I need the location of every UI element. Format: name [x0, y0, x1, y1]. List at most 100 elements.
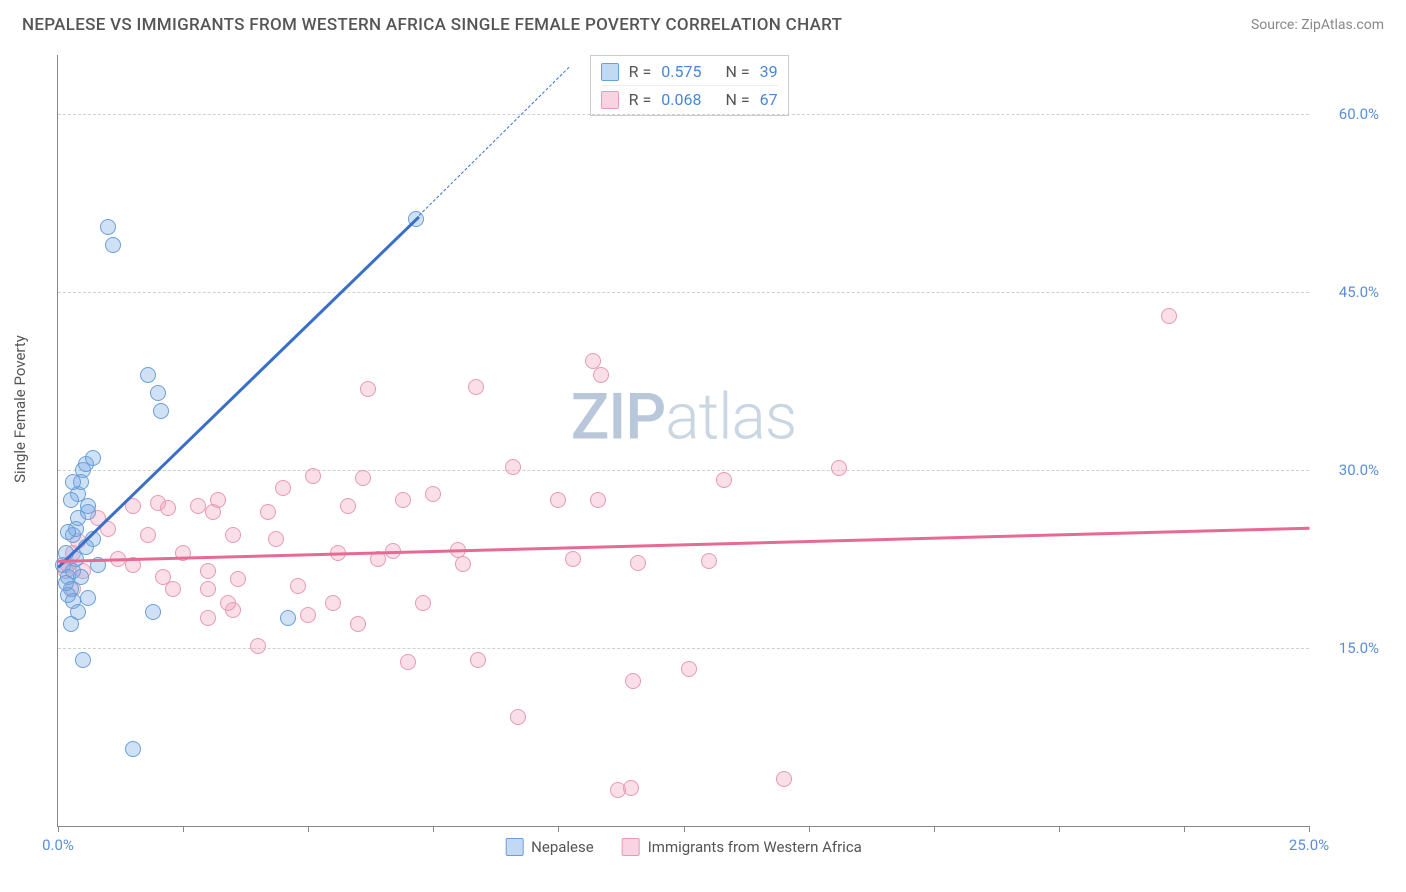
- x-tick: [1309, 826, 1310, 832]
- x-tick: [684, 826, 685, 832]
- source-label: Source: ZipAtlas.com: [1251, 17, 1384, 33]
- scatter-point-blue: [280, 610, 296, 626]
- scatter-point-blue: [65, 474, 81, 490]
- correlation-info-box: R = 0.575 N = 39 R = 0.068 N = 67: [590, 55, 789, 116]
- scatter-point-pink: [290, 578, 306, 594]
- swatch-pink-icon: [601, 91, 619, 109]
- scatter-point-pink: [140, 527, 156, 543]
- n-value-pink: 67: [760, 90, 778, 109]
- y-tick-label: 45.0%: [1319, 283, 1379, 301]
- scatter-point-pink: [200, 563, 216, 579]
- gridline-h: [58, 648, 1309, 649]
- scatter-point-pink: [550, 492, 566, 508]
- scatter-point-blue: [75, 652, 91, 668]
- gridline-h: [58, 114, 1309, 115]
- scatter-point-pink: [395, 492, 411, 508]
- legend-label-blue: Nepalese: [531, 838, 594, 856]
- scatter-point-pink: [220, 595, 236, 611]
- scatter-point-pink: [510, 709, 526, 725]
- info-row-blue: R = 0.575 N = 39: [601, 60, 778, 83]
- scatter-point-pink: [468, 379, 484, 395]
- scatter-point-pink: [200, 581, 216, 597]
- scatter-point-blue: [80, 504, 96, 520]
- scatter-point-pink: [1161, 308, 1177, 324]
- scatter-point-blue: [153, 403, 169, 419]
- gridline-h: [58, 292, 1309, 293]
- scatter-point-pink: [300, 607, 316, 623]
- scatter-point-blue: [80, 590, 96, 606]
- scatter-point-pink: [565, 551, 581, 567]
- scatter-point-pink: [225, 527, 241, 543]
- scatter-point-pink: [305, 468, 321, 484]
- scatter-point-pink: [360, 381, 376, 397]
- scatter-point-blue: [85, 450, 101, 466]
- scatter-point-pink: [505, 459, 521, 475]
- scatter-point-pink: [470, 652, 486, 668]
- r-label: R =: [629, 90, 652, 109]
- scatter-point-pink: [630, 555, 646, 571]
- x-tick: [183, 826, 184, 832]
- scatter-point-pink: [200, 610, 216, 626]
- scatter-point-pink: [275, 480, 291, 496]
- y-tick-label: 15.0%: [1319, 639, 1379, 657]
- swatch-pink-icon: [622, 838, 640, 856]
- scatter-point-pink: [230, 571, 246, 587]
- scatter-point-blue: [105, 237, 121, 253]
- scatter-point-blue: [125, 741, 141, 757]
- legend-item-pink: Immigrants from Western Africa: [622, 838, 862, 856]
- x-tick: [58, 826, 59, 832]
- scatter-point-pink: [150, 495, 166, 511]
- y-axis-title: Single Female Poverty: [11, 335, 29, 483]
- scatter-point-pink: [625, 673, 641, 689]
- watermark-atlas: atlas: [665, 380, 796, 455]
- x-tick: [809, 826, 810, 832]
- x-tick: [558, 826, 559, 832]
- n-label: N =: [725, 90, 749, 109]
- scatter-point-pink: [701, 553, 717, 569]
- scatter-point-blue: [63, 616, 79, 632]
- plot-area: ZIPatlas R = 0.575 N = 39 R = 0.068 N = …: [57, 55, 1309, 827]
- scatter-point-pink: [455, 556, 471, 572]
- scatter-point-pink: [400, 654, 416, 670]
- scatter-point-blue: [150, 385, 166, 401]
- swatch-blue-icon: [601, 63, 619, 81]
- scatter-point-pink: [355, 470, 371, 486]
- x-tick: [308, 826, 309, 832]
- scatter-point-pink: [425, 486, 441, 502]
- x-tick: [1184, 826, 1185, 832]
- y-tick-label: 60.0%: [1319, 105, 1379, 123]
- x-tick: [1059, 826, 1060, 832]
- scatter-point-blue: [145, 604, 161, 620]
- scatter-point-pink: [268, 531, 284, 547]
- x-tick-label: 0.0%: [42, 836, 74, 854]
- scatter-point-pink: [325, 595, 341, 611]
- scatter-point-pink: [190, 498, 206, 514]
- swatch-blue-icon: [505, 838, 523, 856]
- legend-item-blue: Nepalese: [505, 838, 594, 856]
- chart-container: Single Female Poverty ZIPatlas R = 0.575…: [22, 55, 1384, 877]
- info-row-pink: R = 0.068 N = 67: [601, 85, 778, 111]
- n-value-blue: 39: [760, 62, 778, 81]
- scatter-point-pink: [210, 492, 226, 508]
- scatter-point-pink: [165, 581, 181, 597]
- r-value-pink: 0.068: [661, 90, 701, 109]
- trend-line-dashed: [418, 67, 569, 216]
- scatter-point-blue: [73, 569, 89, 585]
- gridline-h: [58, 470, 1309, 471]
- scatter-point-pink: [340, 498, 356, 514]
- scatter-point-blue: [60, 524, 76, 540]
- r-label: R =: [629, 62, 652, 81]
- scatter-point-pink: [590, 492, 606, 508]
- scatter-point-pink: [681, 661, 697, 677]
- scatter-point-pink: [831, 460, 847, 476]
- scatter-point-blue: [100, 219, 116, 235]
- r-value-blue: 0.575: [661, 62, 701, 81]
- legend-label-pink: Immigrants from Western Africa: [648, 838, 862, 856]
- scatter-point-pink: [623, 780, 639, 796]
- chart-title: NEPALESE VS IMMIGRANTS FROM WESTERN AFRI…: [22, 15, 842, 35]
- n-label: N =: [725, 62, 749, 81]
- watermark-zip: ZIP: [571, 380, 666, 455]
- scatter-point-pink: [415, 595, 431, 611]
- scatter-point-blue: [63, 492, 79, 508]
- watermark: ZIPatlas: [571, 380, 797, 455]
